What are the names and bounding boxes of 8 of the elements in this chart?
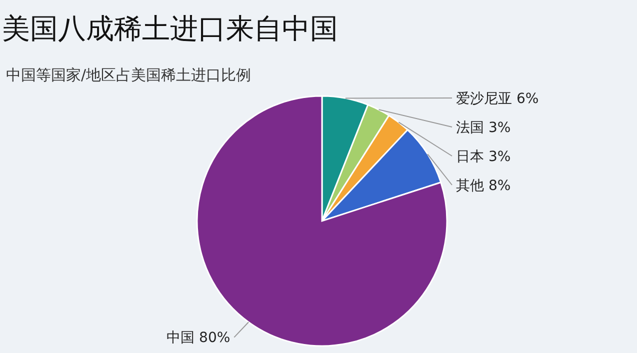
slice-label: 爱沙尼亚 6% (456, 90, 539, 107)
chart-title: 美国八成稀土进口来自中国 (2, 12, 338, 45)
chart-subtitle: 中国等国家/地区占美国稀土进口比例 (6, 66, 252, 84)
slice-label: 中国 80% (166, 330, 230, 346)
pie-slice (196, 95, 448, 347)
slice-label: 法国 3% (456, 120, 511, 136)
slice-label: 其他 8% (456, 178, 511, 194)
slice-label: 日本 3% (456, 148, 511, 165)
